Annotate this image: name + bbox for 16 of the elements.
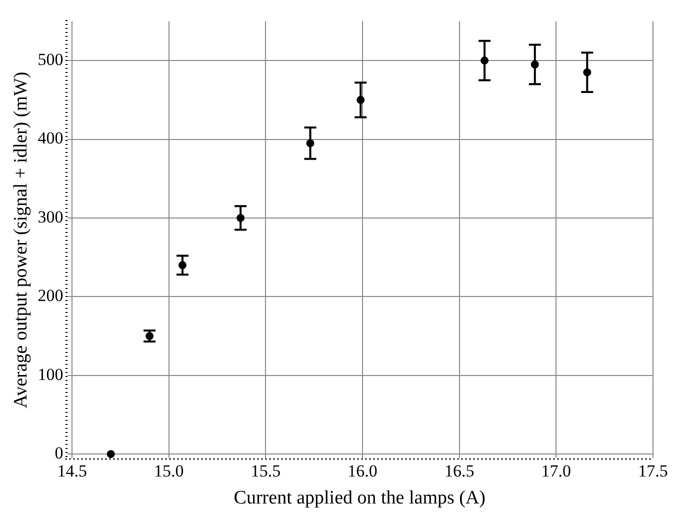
y-tick-label: 400	[38, 128, 64, 148]
x-tick-label: 15.0	[154, 461, 184, 480]
y-tick-label: 200	[38, 286, 64, 306]
point	[106, 450, 115, 458]
x-tick-label: 16.0	[348, 461, 378, 480]
y-tick-label: 100	[38, 364, 64, 384]
y-tick-label: 500	[38, 50, 64, 70]
x-tick-label: 17.0	[541, 461, 572, 480]
x-tick-label: 16.5	[444, 461, 474, 480]
y-tick-label: 300	[38, 207, 64, 226]
y-tick-label: 0	[54, 444, 64, 463]
x-tick-label: 17.5	[638, 461, 668, 480]
x-axis-title: Current applied on the lamps (A)	[234, 488, 486, 509]
x-tick-label: 14.5	[57, 461, 87, 480]
y-axis-title: Average output power (signal + idler) (mW)	[10, 72, 32, 408]
x-tick-label: 15.5	[250, 461, 281, 480]
